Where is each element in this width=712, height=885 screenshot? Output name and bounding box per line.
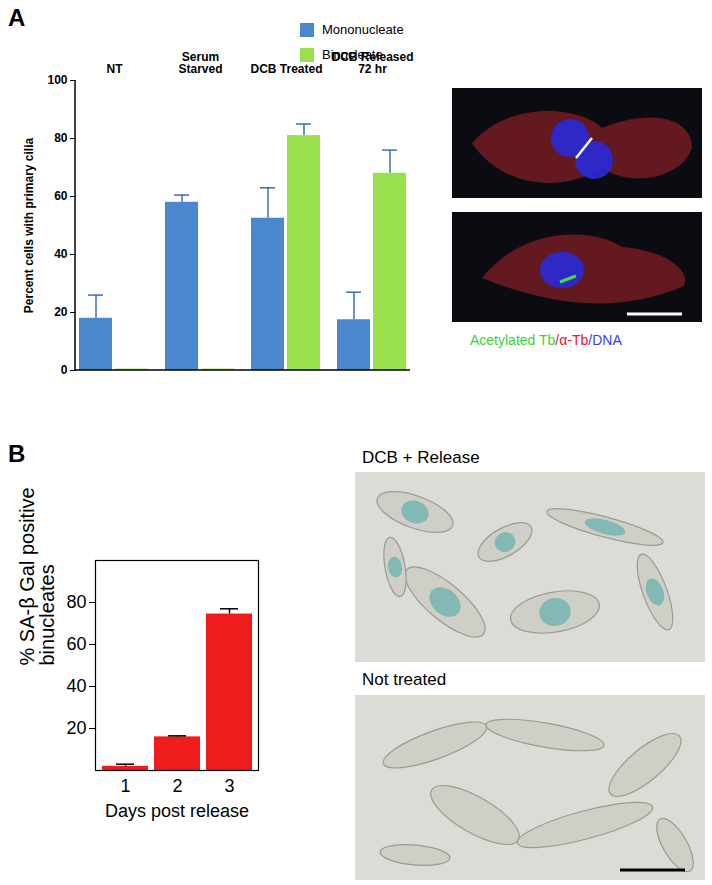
html-text:Acetylated Tb /α-Tb /DNA: Acetylated Tb /α-Tb /DNA — [470, 332, 622, 348]
svg-text:Percent cells with primary cil: Percent cells with primary cilia — [22, 137, 36, 313]
svg-text:80: 80 — [54, 131, 68, 145]
svg-text:20: 20 — [54, 305, 68, 319]
svg-text:100: 100 — [47, 73, 67, 87]
svg-text:Days post release: Days post release — [105, 801, 249, 821]
svg-text:3: 3 — [224, 776, 234, 796]
html-text:A: A — [8, 4, 26, 31]
html-text:Binucleate: Binucleate — [322, 47, 383, 62]
svg-text:0: 0 — [61, 363, 68, 377]
html-text:DCB Released: DCB Released — [331, 49, 414, 64]
svg-text:60: 60 — [54, 189, 68, 203]
svg-text:2: 2 — [172, 776, 182, 796]
svg-text:60: 60 — [66, 634, 86, 654]
html-text:B: B — [8, 440, 26, 467]
html-text:DCB + Release: DCB + Release — [362, 448, 480, 467]
svg-text:SerumStarved: SerumStarved — [178, 50, 222, 76]
html-text:Not treated: Not treated — [362, 670, 447, 689]
svg-text:% SA-β Gal positivebinucleates: % SA-β Gal positivebinucleates — [16, 487, 58, 665]
html-text:72 hr: 72 hr — [358, 61, 387, 76]
svg-text:40: 40 — [66, 676, 86, 696]
svg-text:40: 40 — [54, 247, 68, 261]
svg-text:DCB Treated: DCB Treated — [250, 62, 322, 76]
html-text:Mononucleate: Mononucleate — [322, 22, 404, 37]
svg-text:NT: NT — [107, 62, 124, 76]
svg-text:20: 20 — [66, 718, 86, 738]
svg-text:1: 1 — [120, 776, 130, 796]
svg-text:80: 80 — [66, 592, 86, 612]
